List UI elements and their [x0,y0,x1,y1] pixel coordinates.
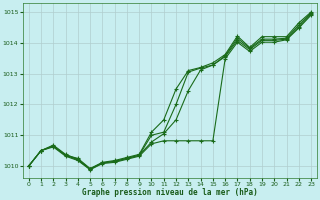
X-axis label: Graphe pression niveau de la mer (hPa): Graphe pression niveau de la mer (hPa) [82,188,258,197]
